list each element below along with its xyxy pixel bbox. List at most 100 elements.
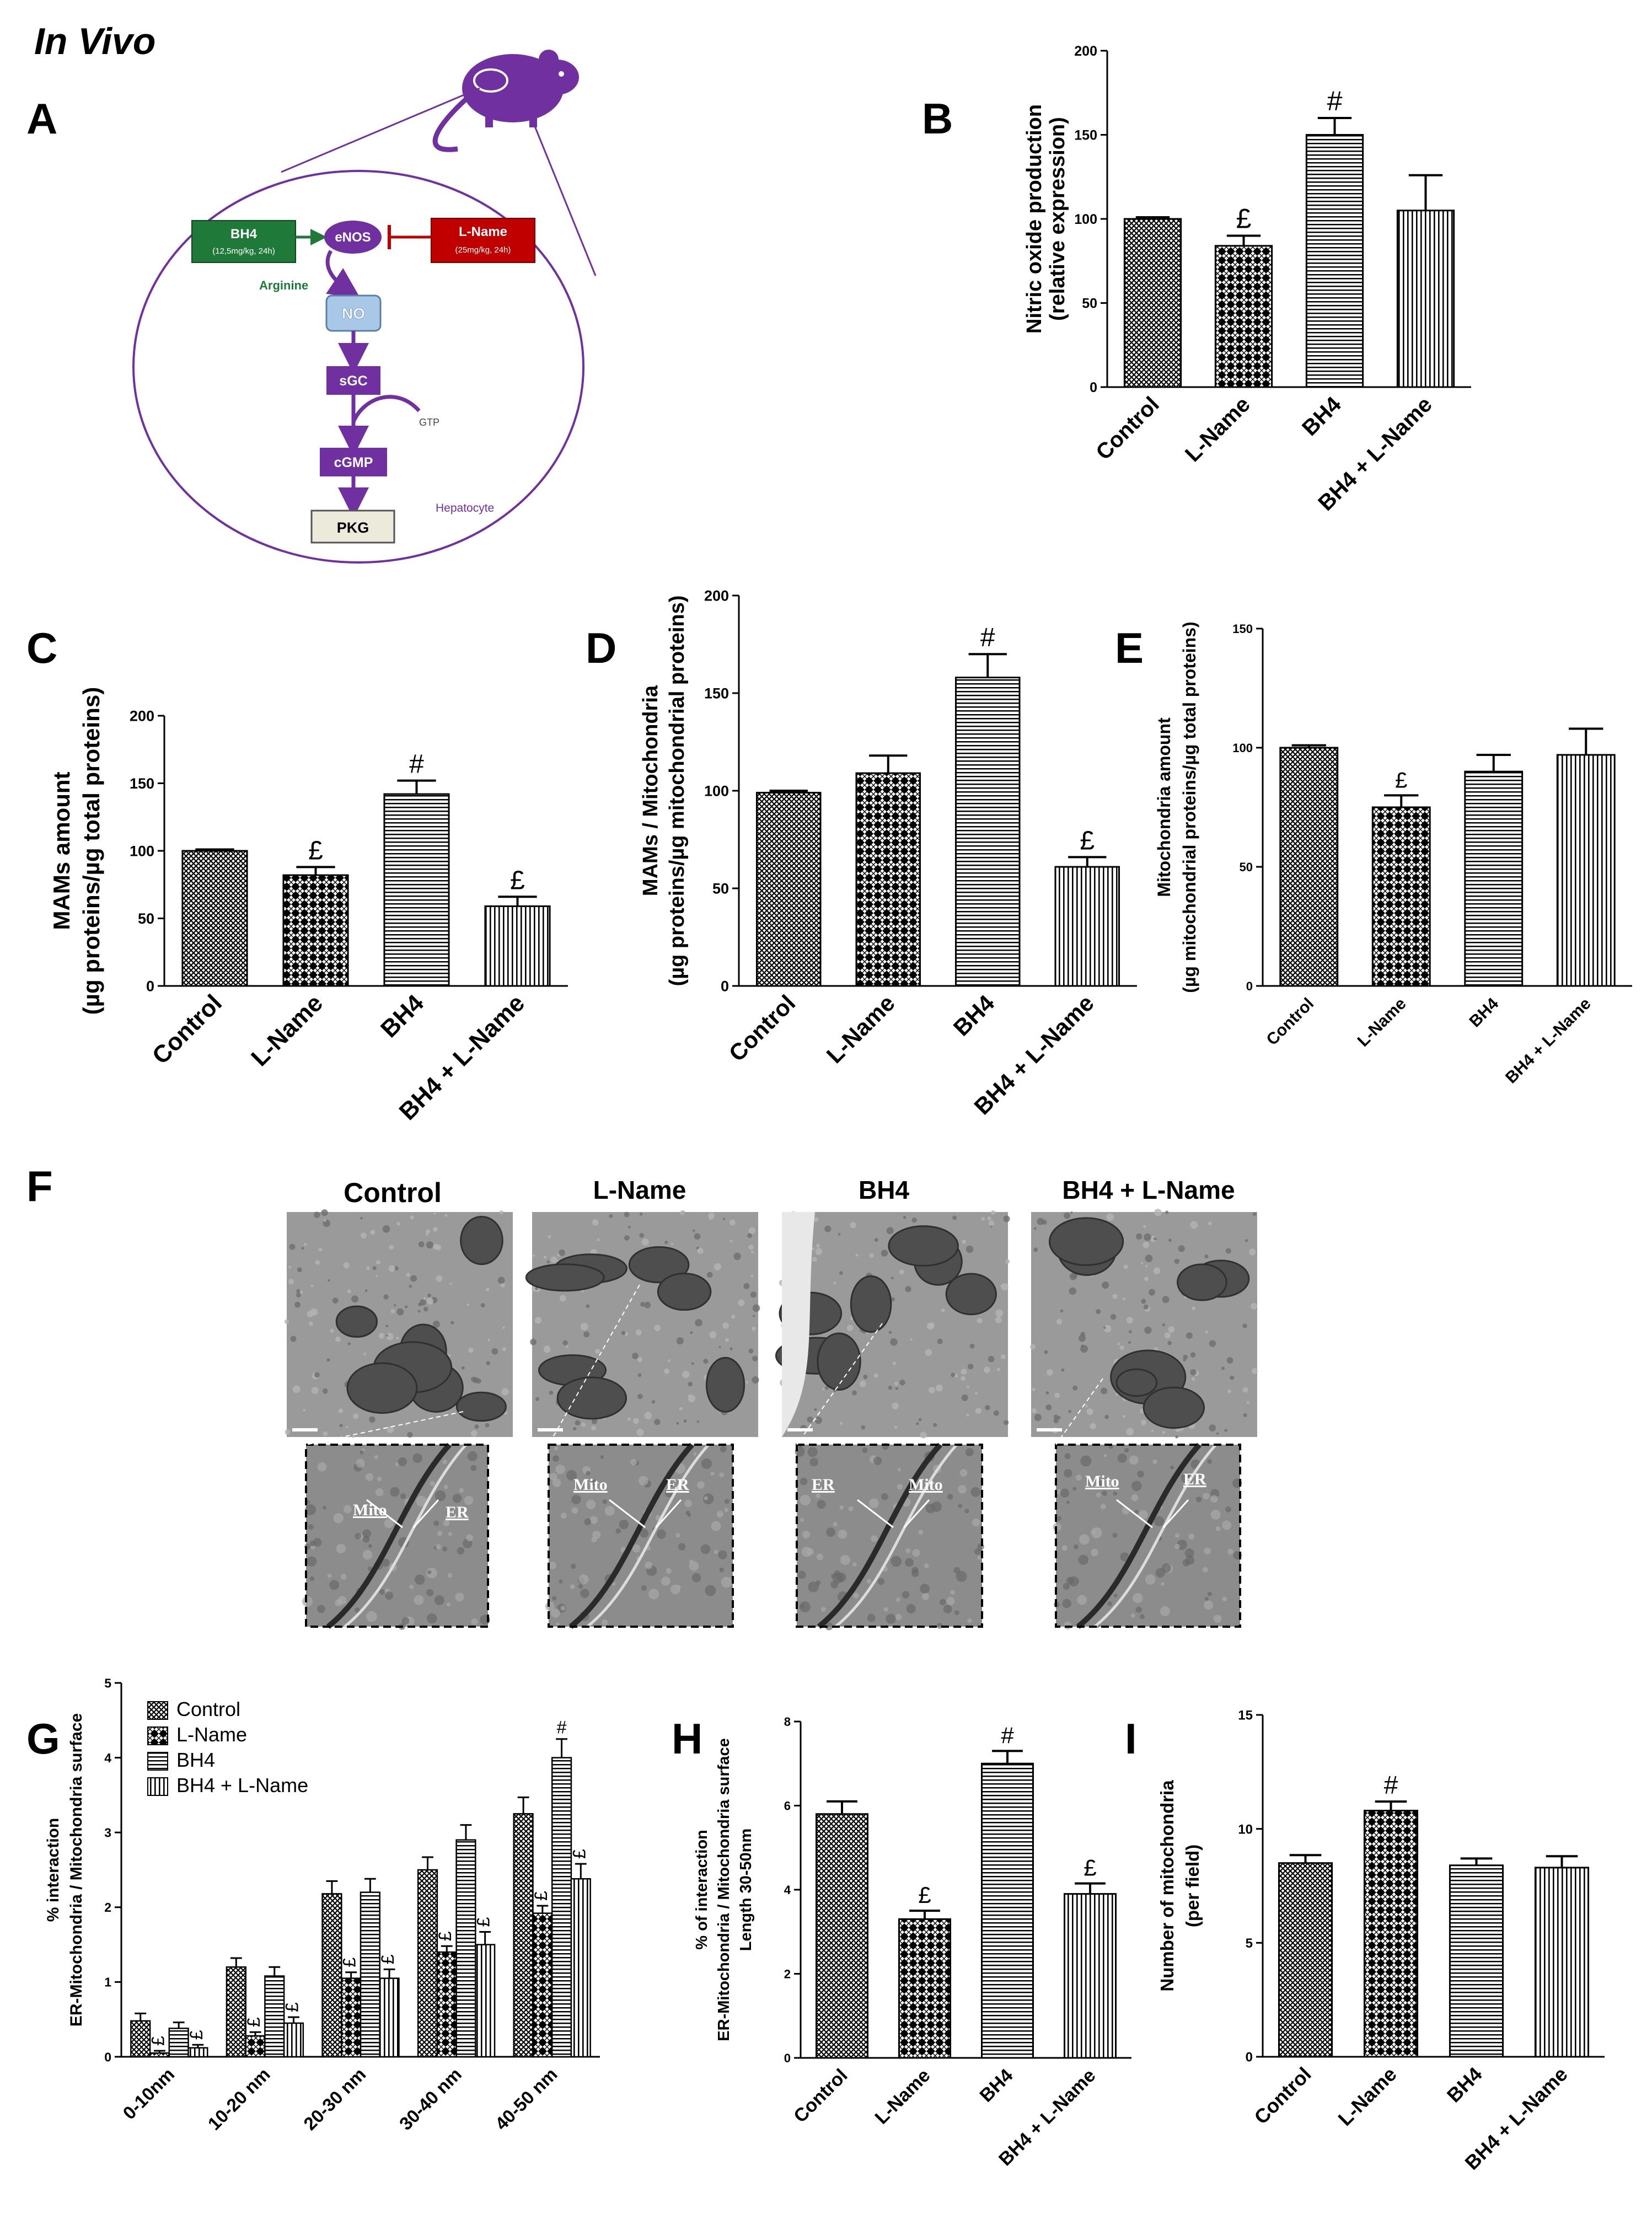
em-granule bbox=[691, 1362, 694, 1365]
zoom-granule bbox=[384, 1519, 394, 1529]
bar bbox=[321, 1893, 342, 2058]
em-granule bbox=[933, 1423, 937, 1427]
pointer-arrow bbox=[1116, 1499, 1153, 1529]
zoom-granule bbox=[592, 1530, 601, 1540]
panel-f-micrographs: Control L-Name BH4 BH4 + L-Name Mito ER … bbox=[284, 1176, 1258, 1631]
zoom-granule bbox=[556, 1622, 560, 1626]
zoom-granule bbox=[340, 1574, 347, 1580]
em-granule bbox=[993, 1410, 999, 1416]
em-granule bbox=[1001, 1283, 1009, 1291]
em-granule bbox=[315, 1260, 320, 1265]
em-granule bbox=[353, 1413, 359, 1419]
em-granule bbox=[1168, 1238, 1172, 1242]
zoom-granule bbox=[677, 1585, 681, 1589]
zoom-granule bbox=[604, 1505, 615, 1516]
zoom-granule bbox=[615, 1528, 621, 1534]
em-granule bbox=[1168, 1326, 1175, 1333]
panel-letter-a: A bbox=[26, 94, 57, 143]
em-granule bbox=[485, 1288, 490, 1291]
em-granule bbox=[730, 1240, 733, 1243]
em-granule bbox=[303, 1409, 306, 1412]
em-granule bbox=[364, 1289, 368, 1293]
zoom-granule bbox=[552, 1478, 561, 1487]
zoom-granule bbox=[1113, 1594, 1118, 1598]
zoom-granule bbox=[362, 1529, 372, 1538]
x-tick-label: Control bbox=[1263, 995, 1317, 1049]
zoom-granule bbox=[895, 1597, 900, 1602]
y-tick-label: 0 bbox=[104, 2050, 111, 2064]
em-granule bbox=[873, 1373, 878, 1378]
em-granule bbox=[370, 1230, 376, 1235]
x-tick-label: BH4 bbox=[1297, 392, 1346, 441]
zoom-granule bbox=[1202, 1567, 1208, 1573]
em-granule bbox=[839, 1422, 843, 1425]
bar bbox=[282, 874, 349, 987]
em-granule bbox=[1186, 1332, 1193, 1339]
em-zoom-inset bbox=[302, 1443, 490, 1630]
em-granule bbox=[1033, 1227, 1037, 1230]
panel-a-diagram: BH4 (12,5mg/kg, 24h) eNOS L-Name (25mg/k… bbox=[132, 50, 597, 564]
zoom-granule bbox=[972, 1518, 980, 1527]
zoom-granule bbox=[545, 1601, 555, 1611]
zoom-granule bbox=[619, 1520, 629, 1530]
y-axis-label: Nitric oxide production bbox=[1023, 104, 1046, 334]
em-granule bbox=[318, 1247, 323, 1252]
bar bbox=[436, 1951, 457, 2058]
em-granule bbox=[627, 1225, 631, 1229]
zoom-granule bbox=[852, 1562, 857, 1567]
zoom-granule bbox=[871, 1535, 878, 1542]
x-tick-label: L-Name bbox=[246, 989, 328, 1071]
em-granule bbox=[1085, 1404, 1088, 1408]
em-granule bbox=[1103, 1325, 1112, 1333]
zoom-granule bbox=[664, 1489, 673, 1498]
em-granule bbox=[296, 1293, 301, 1297]
em-granule bbox=[1141, 1419, 1147, 1425]
zoom-granule bbox=[317, 1462, 327, 1472]
em-granule bbox=[418, 1241, 425, 1247]
em-granule bbox=[714, 1263, 721, 1271]
zoom-granule bbox=[1113, 1491, 1118, 1496]
em-micrograph bbox=[525, 1210, 760, 1437]
bar bbox=[1556, 754, 1616, 987]
no-label: NO bbox=[342, 305, 365, 322]
em-granule bbox=[637, 1393, 643, 1399]
em-granule bbox=[410, 1215, 414, 1220]
em-granule bbox=[394, 1266, 399, 1271]
zoom-connector bbox=[305, 1411, 464, 1445]
em-granule bbox=[722, 1322, 730, 1329]
em-granule bbox=[425, 1229, 430, 1234]
em-granule bbox=[480, 1303, 485, 1307]
enos-to-no-arrow bbox=[325, 250, 361, 298]
em-granule bbox=[1056, 1318, 1063, 1325]
zoom-granule bbox=[549, 1562, 556, 1569]
panel-letter-i: I bbox=[1125, 1714, 1137, 1763]
zoom-granule bbox=[689, 1561, 699, 1571]
em-granule bbox=[988, 1355, 995, 1363]
y-axis-label: (relative expression) bbox=[1046, 117, 1069, 321]
zoom-granule bbox=[661, 1576, 671, 1586]
zoom-granule bbox=[309, 1576, 315, 1581]
zoom-granule bbox=[710, 1471, 715, 1476]
em-granule bbox=[321, 1209, 328, 1216]
zoom-granule bbox=[602, 1499, 608, 1504]
y-tick-label: 0 bbox=[784, 2051, 791, 2065]
y-tick-label: 100 bbox=[704, 783, 729, 800]
scale-bar bbox=[1037, 1428, 1062, 1431]
em-granule bbox=[899, 1269, 904, 1275]
zoom-granule bbox=[866, 1579, 872, 1584]
em-granule bbox=[683, 1419, 687, 1423]
y-tick-label: 0 bbox=[1090, 380, 1097, 395]
em-granule bbox=[748, 1244, 754, 1250]
em-granule bbox=[1162, 1430, 1166, 1434]
em-granule bbox=[814, 1416, 823, 1424]
zoom-granule bbox=[560, 1512, 567, 1519]
em-granule bbox=[987, 1216, 991, 1221]
legend-swatch bbox=[147, 1752, 168, 1771]
zoom-granule bbox=[1227, 1548, 1233, 1555]
y-tick-label: 0 bbox=[1246, 979, 1253, 993]
zoom-granule bbox=[719, 1567, 724, 1573]
em-granule bbox=[372, 1266, 377, 1270]
em-granule bbox=[311, 1387, 319, 1395]
zoom-granule bbox=[362, 1549, 373, 1560]
zoom-granule bbox=[816, 1493, 821, 1498]
